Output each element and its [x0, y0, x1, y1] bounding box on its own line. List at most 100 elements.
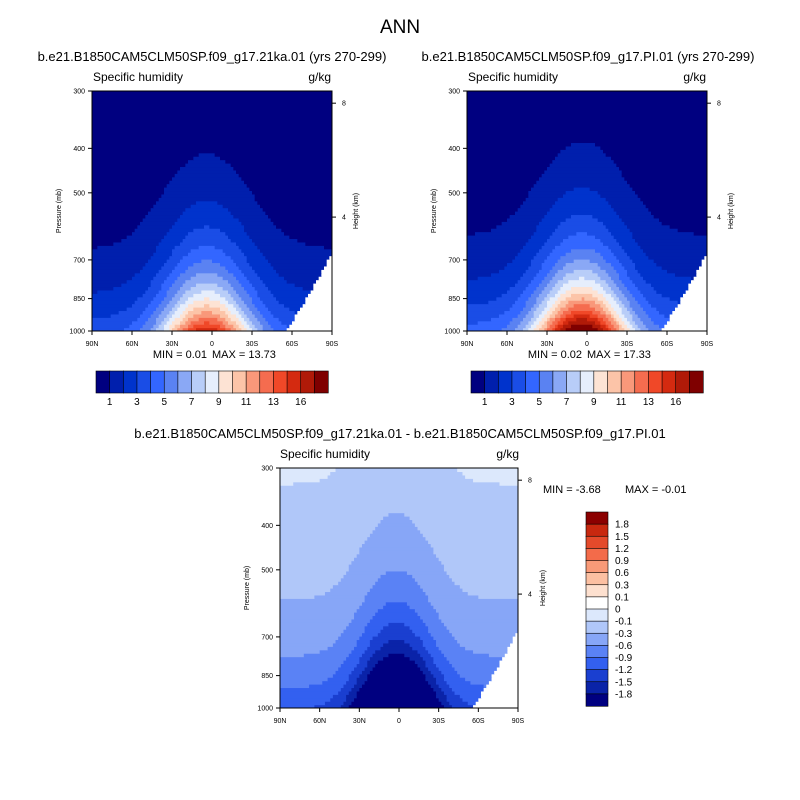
contour-cell: [225, 231, 248, 236]
contour-cell: [632, 317, 641, 322]
contour-cell: [509, 286, 527, 291]
contour-cell: [696, 269, 707, 274]
contour-cell: [196, 327, 218, 331]
y-tick-label: 1000: [69, 329, 85, 336]
contour-cell: [225, 265, 240, 270]
y-axis-label: Pressure (mb): [431, 189, 438, 233]
contour-cell: [372, 615, 421, 620]
contour-cell: [592, 310, 601, 315]
contour-cell: [254, 269, 277, 274]
contour-cell: [188, 296, 205, 301]
colorbar-label: 7: [564, 397, 570, 408]
contour-cell: [380, 646, 413, 651]
contour-cell: [324, 265, 332, 270]
contour-cell: [430, 632, 453, 637]
contour-cell: [557, 259, 575, 264]
contour-cell: [300, 307, 332, 312]
contour-cell: [238, 279, 250, 284]
contour-cell: [164, 307, 173, 312]
x-tick-label: 90N: [274, 718, 287, 725]
contour-cell: [354, 612, 376, 617]
contour-cell: [268, 286, 304, 291]
contour-cell: [280, 663, 342, 668]
contour-cell: [153, 252, 173, 257]
contour-cell: [438, 646, 466, 651]
contour-cell: [587, 317, 599, 322]
contour-cell: [270, 324, 288, 329]
contour-cell: [608, 228, 631, 233]
contour-cell: [443, 690, 456, 695]
height-tick-label: 4: [717, 215, 721, 222]
contour-cell: [280, 649, 321, 654]
contour-cell: [177, 289, 186, 294]
contour-cell: [467, 327, 503, 331]
contour-cell: [451, 687, 485, 692]
contour-cell: [632, 293, 644, 298]
contour-cell: [292, 320, 332, 325]
contour-cell: [552, 159, 615, 164]
contour-cell: [462, 588, 518, 593]
contour-cell: [262, 207, 332, 212]
contour-cell: [531, 307, 537, 312]
contour-cell: [515, 211, 548, 216]
contour-cell: [280, 543, 363, 548]
contour-cell: [619, 272, 628, 277]
contour-cell: [265, 255, 330, 260]
contour-cell: [531, 279, 543, 284]
contour-cell: [156, 317, 165, 322]
contour-cell: [280, 468, 337, 473]
contour-cell: [525, 300, 537, 305]
contour-cell: [280, 509, 518, 514]
contour-cell: [600, 324, 607, 329]
contour-cell: [533, 303, 540, 308]
contour-cell: [166, 293, 176, 298]
contour-cell: [273, 265, 325, 270]
contour-cell: [624, 313, 633, 318]
contour-cell: [294, 310, 298, 315]
contour-cell: [383, 625, 411, 630]
contour-cell: [597, 296, 607, 301]
contour-cell: [238, 293, 250, 298]
contour-cell: [241, 248, 261, 253]
contour-cell: [196, 200, 218, 205]
contour-field: [467, 91, 707, 331]
contour-cell: [449, 660, 501, 665]
colorbar-label: 5: [161, 397, 167, 408]
contour-cell: [280, 581, 339, 586]
contour-cell: [512, 303, 527, 308]
contour-cell: [280, 594, 315, 599]
contour-cell: [356, 677, 368, 682]
contour-cell: [225, 303, 234, 308]
contour-cell: [568, 320, 596, 325]
contour-cell: [430, 601, 518, 606]
contour-cell: [257, 200, 332, 205]
contour-cell: [369, 670, 424, 675]
contour-cell: [196, 283, 218, 288]
contour-cell: [174, 317, 184, 322]
contour-cell: [161, 193, 256, 198]
contour-cell: [525, 269, 540, 274]
contour-cell: [280, 622, 350, 627]
contour-cell: [656, 289, 687, 294]
contour-cell: [430, 543, 518, 548]
contour-cell: [425, 536, 518, 541]
contour-cell: [233, 324, 240, 329]
contour-cell: [536, 228, 556, 233]
contour-cell: [217, 327, 226, 331]
contour-cell: [428, 666, 440, 671]
contour-cell: [201, 289, 216, 294]
contour-cell: [244, 228, 282, 233]
contour-cell: [351, 687, 360, 692]
contour-cell: [611, 303, 620, 308]
contour-cell: [627, 180, 707, 185]
contour-cell: [436, 553, 518, 558]
contour-cell: [356, 680, 366, 685]
contour-cell: [278, 272, 322, 277]
x-tick-label: 90N: [86, 341, 99, 348]
y-tick-label: 400: [73, 146, 85, 153]
contour-cell: [595, 279, 607, 284]
contour-cell: [172, 320, 181, 325]
y-tick-label: 850: [261, 673, 273, 680]
contour-cell: [280, 502, 518, 507]
contour-cell: [557, 320, 564, 325]
